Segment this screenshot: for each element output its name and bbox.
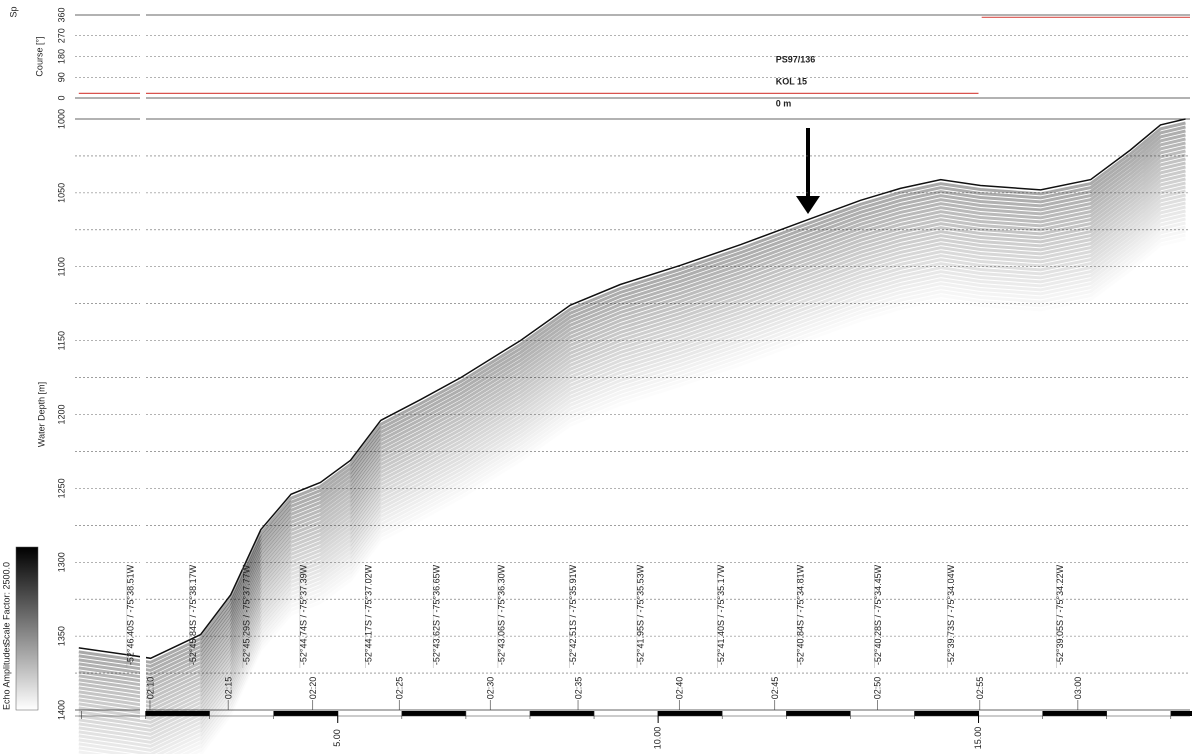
distance-bar-segment	[273, 711, 338, 716]
y-tick-label: 1150	[56, 331, 66, 350]
echo-texture	[78, 193, 1186, 736]
echo-texture	[78, 145, 1186, 688]
annotation-text: PS97/136	[776, 54, 816, 64]
series-line	[78, 16, 1190, 94]
y-tick-label: 1050	[56, 183, 66, 203]
echo-texture	[78, 157, 1186, 700]
position-label: -52°40.84S / -75°34.81W	[796, 564, 806, 665]
position-label: -52°44.17S / -75°37.02W	[364, 564, 374, 665]
echo-texture	[78, 221, 1186, 754]
y-tick-label: 1100	[56, 257, 66, 276]
distance-bar-segment	[914, 711, 979, 716]
echo-texture	[173, 225, 1186, 754]
echo-texture	[78, 141, 1186, 684]
y-tick-label: 1300	[56, 552, 66, 572]
distance-bar-segment	[786, 711, 851, 716]
y-tick-label: 360	[56, 7, 66, 22]
echo-texture	[78, 189, 1186, 732]
y-axis-label: Course [°]	[34, 36, 44, 76]
position-label: -52°41.95S / -75°35.53W	[635, 564, 645, 665]
time-label: 02:20	[308, 677, 318, 700]
position-label: -52°42.51S / -75°35.91W	[568, 564, 578, 665]
colorbar-label: Echo Amplitudes	[1, 642, 11, 710]
distance-bar-segment	[658, 711, 723, 716]
y-tick-label: 180	[56, 49, 66, 64]
time-label: 02:10	[145, 677, 155, 700]
y-tick-label: 270	[56, 28, 66, 43]
distance-bar-segment	[401, 711, 466, 716]
distance-bar-segment	[145, 711, 210, 716]
data-gap	[140, 0, 146, 720]
echo-texture	[78, 173, 1186, 716]
annotation-arrowhead	[796, 196, 820, 214]
echo-texture	[78, 181, 1186, 724]
annotation-text: KOL 15	[776, 76, 807, 86]
position-label: -52°44.74S / -75°37.39W	[298, 564, 308, 665]
echo-texture	[78, 121, 1186, 664]
series-line	[78, 118, 1186, 660]
time-label: 03:00	[1073, 677, 1083, 700]
echo-texture	[78, 165, 1186, 708]
y-tick-label: 1200	[56, 404, 66, 424]
position-label: -52°43.06S / -75°36.30W	[496, 564, 506, 665]
echo-texture	[78, 205, 1186, 748]
panel-label: Sp	[8, 6, 18, 17]
echo-texture	[78, 161, 1186, 704]
x-tick-label: 10.00	[653, 727, 663, 750]
y-tick-label: 90	[56, 72, 66, 82]
position-label: -52°45.29S / -75°37.77W	[241, 564, 251, 665]
time-label: 02:15	[224, 677, 234, 700]
position-label: -52°40.28S / -75°34.45W	[873, 564, 883, 665]
echo-texture	[78, 169, 1186, 712]
y-tick-label: 1350	[56, 626, 66, 646]
position-label: -52°43.62S / -75°36.65W	[432, 564, 442, 665]
y-tick-label: 1400	[56, 700, 66, 720]
echo-texture	[78, 149, 1186, 692]
distance-bar-segment	[529, 711, 595, 716]
echo-texture	[78, 213, 1186, 754]
time-label: 02:40	[675, 677, 685, 700]
echo-texture	[78, 133, 1186, 676]
echo-texture	[78, 197, 1186, 740]
time-label: 02:55	[975, 677, 985, 700]
position-label: -52°45.84S / -75°38.17W	[188, 564, 198, 665]
time-label: 02:25	[395, 677, 405, 700]
position-label: -52°46.40S / -75°38.51W	[125, 564, 135, 665]
position-label: -52°41.40S / -75°35.17W	[716, 564, 726, 665]
time-label: 02:30	[486, 677, 496, 700]
time-label: 02:35	[573, 677, 583, 700]
echo-texture	[78, 185, 1186, 728]
time-label: 02:50	[873, 677, 883, 700]
y-axis-label: Water Depth [m]	[36, 382, 46, 447]
y-tick-label: 0	[56, 95, 66, 100]
echo-texture	[78, 201, 1186, 744]
echo-texture	[78, 153, 1186, 696]
annotation-text: 0 m	[776, 98, 792, 108]
x-tick-label: 15.00	[973, 727, 983, 750]
time-label: 02:45	[770, 677, 780, 700]
position-label: -52°39.05S / -75°34.22W	[1055, 564, 1065, 665]
echo-texture	[78, 129, 1186, 672]
y-tick-label: 1000	[56, 109, 66, 129]
echo-texture	[78, 125, 1186, 668]
echo-texture	[78, 137, 1186, 680]
echo-texture	[78, 177, 1186, 720]
distance-bar-segment	[1042, 711, 1107, 716]
colorbar-scale: Scale Factor: 2500.0	[1, 562, 11, 645]
colorbar	[15, 546, 39, 711]
distance-bar-segment	[1170, 711, 1192, 716]
x-tick-label: 5.00	[332, 729, 342, 747]
echo-texture	[78, 209, 1186, 752]
echo-texture	[78, 217, 1186, 754]
position-label: -52°39.73S / -75°34.04W	[946, 564, 956, 665]
y-tick-label: 1250	[56, 478, 66, 498]
